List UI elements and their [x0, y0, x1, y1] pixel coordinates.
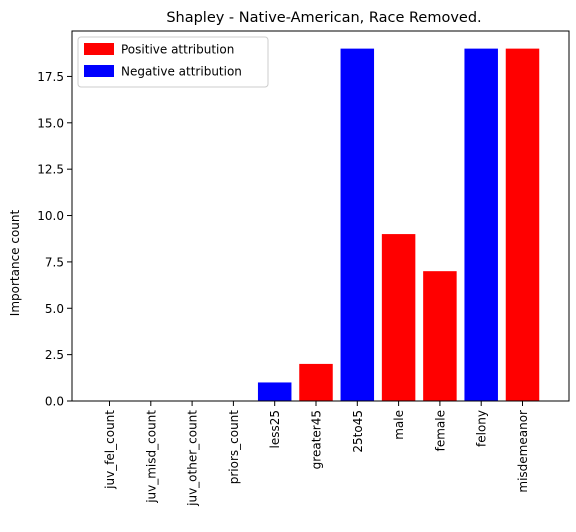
y-tick-label: 2.5	[45, 348, 64, 362]
bar-female	[423, 271, 457, 401]
legend-swatch-positive	[84, 43, 114, 55]
bar-misdemeanor	[505, 48, 540, 401]
x-axis: juv_fel_count juv_misd_count juv_other_cou…	[103, 401, 530, 507]
y-tick-label: 0.0	[45, 395, 64, 409]
y-tick-label: 15.0	[37, 116, 64, 130]
bar-less25	[257, 382, 292, 401]
bar-felony	[464, 48, 498, 401]
x-tick-label: less25	[268, 410, 282, 449]
plot-frame	[71, 30, 570, 402]
y-tick-label: 7.5	[45, 255, 64, 269]
x-tick-label: male	[392, 410, 406, 440]
y-axis-label: Importance count	[8, 209, 22, 316]
x-tick-label: priors_count	[227, 410, 241, 485]
x-tick-label: juv_other_count	[186, 410, 200, 507]
y-tick-label: 10.0	[37, 209, 64, 223]
bar-male	[381, 234, 416, 401]
y-tick-label: 5.0	[45, 302, 64, 316]
x-tick-label: female	[433, 410, 447, 451]
x-tick-label: juv_fel_count	[103, 410, 117, 490]
legend-box	[77, 36, 269, 88]
bar-greater45	[299, 363, 333, 401]
legend: Positive attribution Negative attribution	[77, 36, 269, 88]
legend-label-positive: Positive attribution	[121, 43, 234, 57]
y-tick-label: 12.5	[37, 163, 64, 177]
x-tick-label: misdemeanor	[516, 410, 530, 493]
y-tick-label: 17.5	[37, 70, 64, 84]
bar-25to45	[340, 48, 375, 401]
bars-group	[257, 48, 540, 401]
chart-title: Shapley - Native-American, Race Removed.	[166, 10, 481, 26]
y-axis: 0.0 2.5 5.0 7.5 10.0 12.5 15.0 17.5	[37, 70, 72, 409]
legend-label-negative: Negative attribution	[121, 65, 242, 79]
legend-swatch-negative	[84, 65, 114, 77]
x-tick-label: 25to45	[351, 410, 365, 453]
x-tick-label: juv_misd_count	[144, 410, 158, 504]
x-tick-label: felony	[475, 410, 489, 447]
x-tick-label: greater45	[310, 410, 324, 469]
